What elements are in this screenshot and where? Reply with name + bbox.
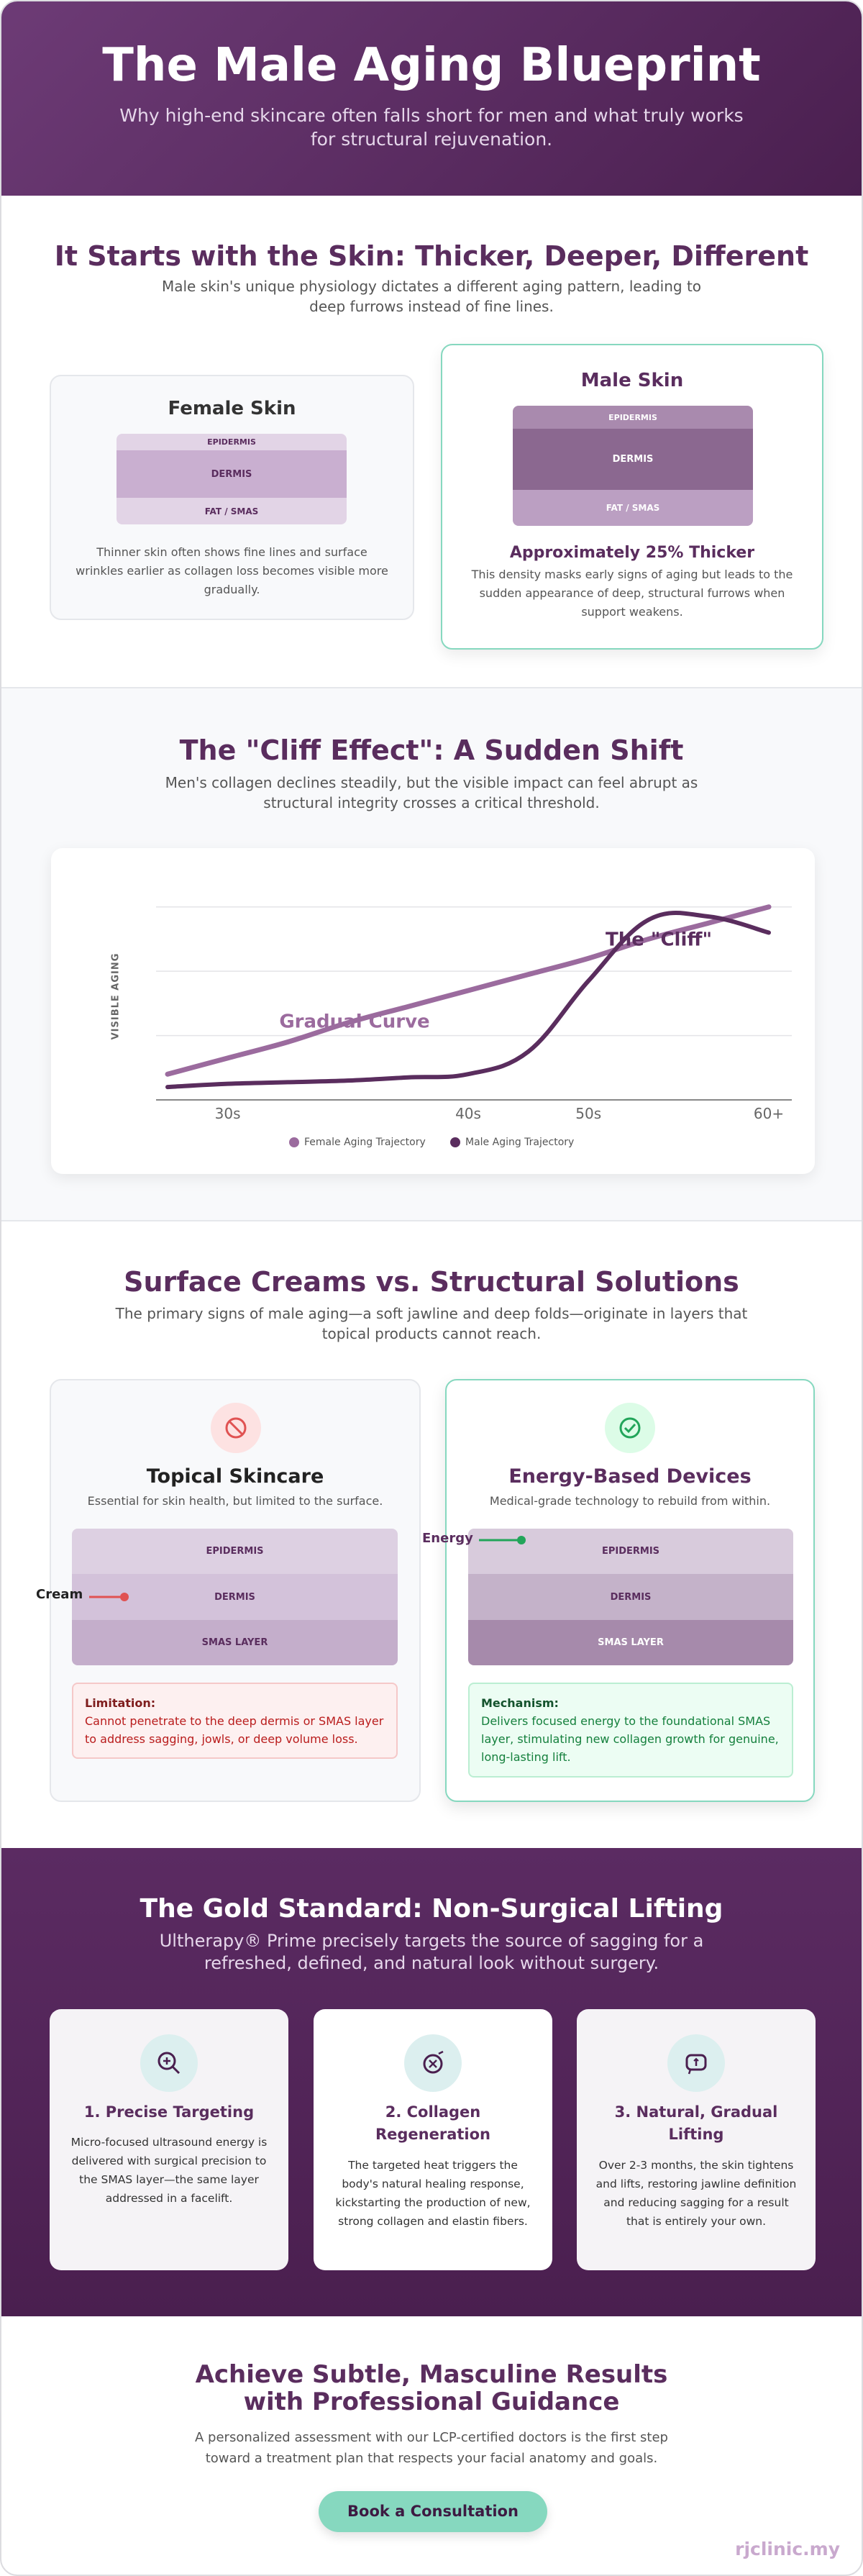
note-label: Limitation: [85,1696,156,1710]
card-subtitle: Essential for skin health, but limited t… [87,1494,383,1508]
energy-card: Energy-Based Devices Medical-grade techn… [445,1379,815,1802]
skin-layers: EPIDERMIS DERMIS FAT / SMAS [117,434,347,524]
comparison-section: Surface Creams vs. Structural Solutions … [1,1221,862,1848]
icon [404,2034,462,2092]
note-label: Mechanism: [481,1696,559,1710]
step-card: 1. Precise Targeting Micro-focused ultra… [50,2009,288,2270]
card-subtitle: Medical-grade technology to rebuild from… [489,1494,771,1508]
step-text: The targeted heat triggers the body's na… [335,2159,531,2228]
step-text: Micro-focused ultrasound energy is deliv… [70,2136,268,2205]
brand: rjclinic.my [735,2539,840,2559]
layer: FAT / SMAS [513,490,753,526]
data-line [165,911,771,1090]
skin-section: It Starts with the Skin: Thicker, Deeper… [1,196,862,688]
legend-swatch [450,1137,460,1147]
marker-label: Energy [422,1531,473,1546]
card-title: Topical Skincare [146,1465,324,1488]
step-card: 2. Collagen Regeneration The targeted he… [314,2009,552,2270]
section-title: The "Cliff Effect": A Sudden Shift [179,734,684,766]
data-line [165,904,772,1077]
card-title: Female Skin [168,398,296,419]
icon [605,1403,655,1453]
note-box: Limitation: Cannot penetrate to the deep… [72,1683,398,1759]
section-title: Surface Creams vs. Structural Solutions [124,1266,739,1298]
section-subtitle: The primary signs of male aging—a soft j… [115,1305,748,1342]
gold-section: The Gold Standard: Non-Surgical Lifting … [1,1848,862,2316]
icon-graphic [619,1417,641,1439]
chart: VISIBLE AGING 30s 40s 50s 60+ Gradual Curve Th… [111,904,792,1148]
note-text: Cannot penetrate to the deep dermis or S… [85,1714,384,1746]
topical-card: Topical Skincare Essential for skin heal… [50,1379,421,1802]
section-title: It Starts with the Skin: Thicker, Deeper… [54,240,809,272]
layer: EPIDERMIS [72,1529,398,1574]
card-text: This density masks early signs of aging … [471,568,793,619]
y-axis-label: VISIBLE AGING [111,953,122,1040]
cta-text: A personalized assessment with our LCP-c… [195,2430,668,2466]
annotation: Gradual Curve [279,1011,429,1033]
icon-graphic [225,1417,247,1439]
layer: EPIDERMIS [513,406,753,429]
skin-layers: EPIDERMIS DERMIS SMAS LAYER [72,1529,398,1665]
cliff-section: The "Cliff Effect": A Sudden Shift Men's… [1,688,862,1221]
card-title: Energy-Based Devices [508,1465,752,1488]
icon-graphic [157,2052,181,2075]
marker-arrow [89,1593,129,1601]
skin-layers: EPIDERMIS DERMIS SMAS LAYER [468,1529,793,1665]
step-title: 2. Collagen Regeneration [375,2103,491,2143]
chart-card: VISIBLE AGING 30s 40s 50s 60+ Gradual Curve Th… [51,848,815,1174]
female-card: Female Skin EPIDERMIS DERMIS FAT / SMAS … [50,375,414,620]
highlight: Approximately 25% Thicker [509,544,755,562]
legend-label: Female Aging Trajectory [304,1137,426,1148]
note-box: Mechanism: Delivers focused energy to th… [468,1683,793,1778]
icon-graphic [423,2050,444,2074]
cta-section: Achieve Subtle, Masculine Results with P… [1,2316,862,2575]
legend-swatch [289,1137,299,1147]
page-subtitle: Why high-end skincare often falls short … [119,105,744,150]
x-tick-label: 60+ [754,1105,784,1122]
section-subtitle: Male skin's unique physiology dictates a… [161,278,702,315]
layer: EPIDERMIS [117,434,347,450]
layer: DERMIS [513,429,753,490]
step-card: 3. Natural, Gradual Lifting Over 2-3 mon… [577,2009,816,2270]
layer: DERMIS [468,1574,793,1620]
icon [140,2034,198,2092]
marker-arrow [479,1536,526,1544]
page-title: The Male Aging Blueprint [102,39,761,92]
skin-layers: EPIDERMIS DERMIS FAT / SMAS [513,406,753,526]
icon [667,2034,725,2092]
note-text: Delivers focused energy to the foundatio… [481,1714,779,1764]
card-title: Male Skin [580,370,684,391]
male-card: Male Skin EPIDERMIS DERMIS FAT / SMAS Ap… [441,344,823,650]
annotation: The "Cliff" [606,929,712,951]
section-title: The Gold Standard: Non-Surgical Lifting [140,1894,723,1924]
x-tick-label: 40s [455,1105,481,1122]
legend-label: Male Aging Trajectory [465,1137,574,1148]
cta-button[interactable]: Book a Consultation [319,2491,547,2532]
step-title: 3. Natural, Gradual Lifting [614,2103,778,2143]
layer: DERMIS [117,450,347,498]
marker-label: Cream [36,1587,83,1602]
layer: SMAS LAYER [468,1620,793,1665]
cta-title: Achieve Subtle, Masculine Results with P… [195,2360,668,2416]
x-tick-label: 30s [215,1105,241,1122]
step-title: 1. Precise Targeting [83,2103,255,2121]
icon [211,1403,261,1453]
layer: FAT / SMAS [117,498,347,524]
x-tick-label: 50s [575,1105,601,1122]
card-text: Thinner skin often shows fine lines and … [76,545,388,596]
section-subtitle: Men's collagen declines steadily, but th… [165,774,698,811]
section-subtitle: Ultherapy® Prime precisely targets the s… [159,1931,704,1973]
header: The Male Aging Blueprint Why high-end sk… [1,1,862,196]
icon-graphic [685,2054,707,2075]
layer: SMAS LAYER [72,1620,398,1665]
step-text: Over 2-3 months, the skin tightens and l… [595,2159,797,2228]
